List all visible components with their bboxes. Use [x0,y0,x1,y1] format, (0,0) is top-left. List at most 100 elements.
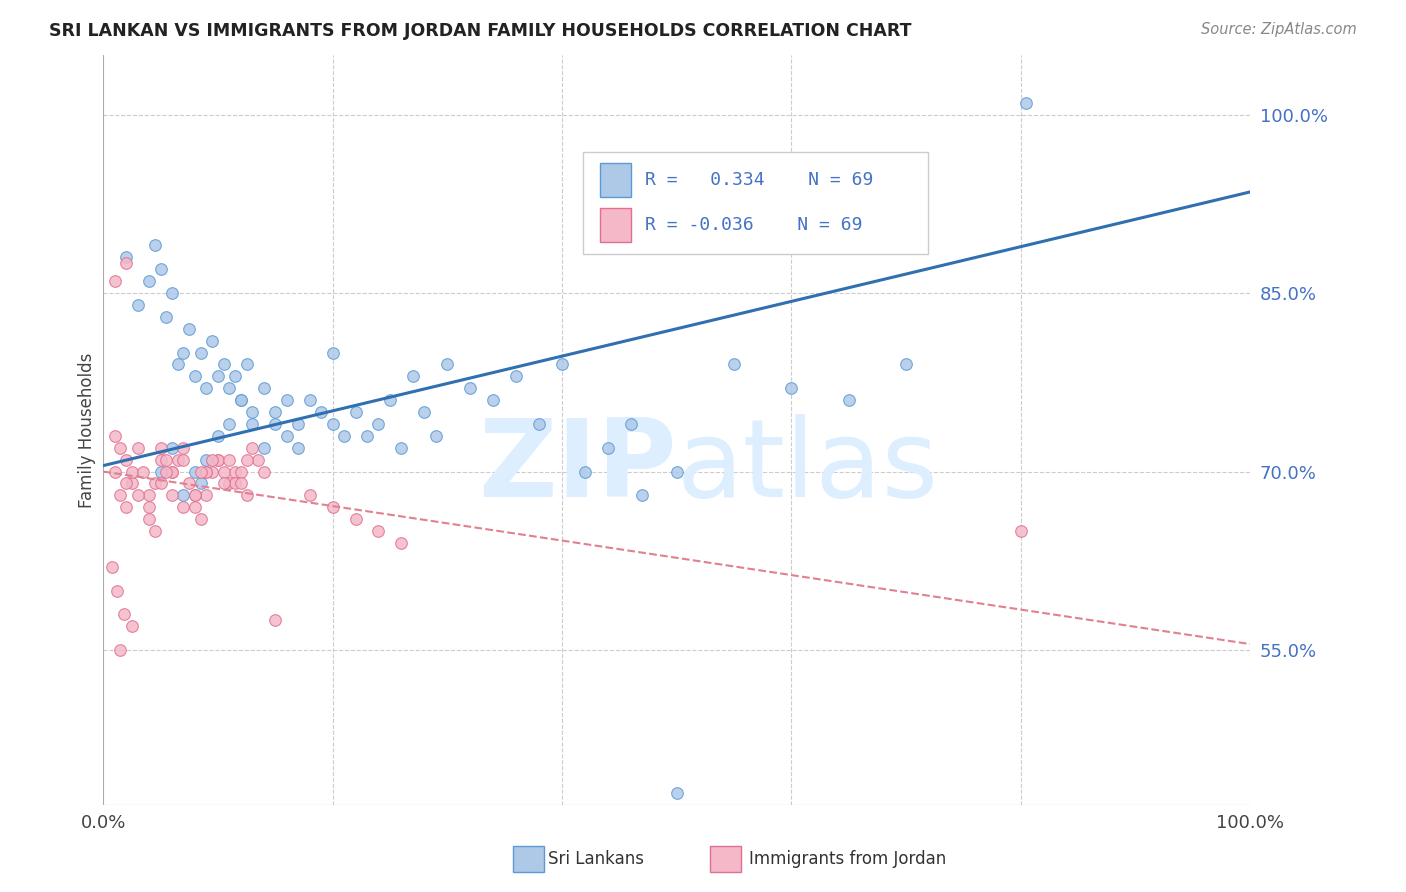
Point [229,476,252,491]
Point [229,465,252,479]
Point [104,429,127,443]
Point [190,476,212,491]
Point [173,488,195,502]
Point [389,536,412,550]
Point [138,274,160,288]
Point [149,262,172,277]
Point [110,441,132,455]
Point [235,452,257,467]
Text: Sri Lankans: Sri Lankans [548,850,644,868]
Point [505,369,527,384]
Point [195,488,218,502]
Point [184,488,207,502]
Point [229,393,252,408]
Point [104,274,127,288]
Point [207,369,229,384]
Point [201,465,224,479]
Point [389,441,412,455]
Point [121,465,143,479]
Point [574,465,596,479]
Point [356,429,378,443]
Point [184,500,207,515]
Point [224,476,246,491]
Point [201,452,224,467]
Point [322,417,344,431]
Point [138,512,160,526]
Point [780,381,803,395]
Point [218,381,240,395]
Point [224,465,246,479]
Point [160,488,183,502]
Point [160,465,183,479]
Point [425,429,447,443]
Point [298,393,321,408]
Y-axis label: Family Households: Family Households [79,352,96,508]
Point [212,358,235,372]
Point [195,465,218,479]
Point [264,405,287,419]
Point [149,476,172,491]
Point [247,452,270,467]
Point [212,476,235,491]
Point [149,441,172,455]
Point [287,441,309,455]
Point [127,298,149,312]
Point [240,405,263,419]
Point [201,334,224,348]
Point [218,476,240,491]
Point [132,465,155,479]
Point [551,358,574,372]
Text: ZIP: ZIP [478,415,676,520]
Point [149,452,172,467]
Point [596,441,619,455]
Point [207,452,229,467]
Point [276,429,298,443]
Point [115,452,138,467]
Point [253,441,276,455]
Point [378,393,401,408]
Point [179,476,201,491]
Point [322,500,344,515]
Point [402,369,425,384]
Text: Immigrants from Jordan: Immigrants from Jordan [749,850,946,868]
Point [276,393,298,408]
Point [105,583,128,598]
Point [115,251,138,265]
Point [631,488,654,502]
Point [1015,95,1038,110]
Point [115,476,138,491]
Point [240,441,263,455]
Point [322,345,344,359]
Point [620,417,643,431]
Point [298,488,321,502]
Point [173,441,195,455]
Point [235,488,257,502]
Point [436,358,458,372]
Point [112,607,135,622]
Point [482,393,505,408]
Point [229,393,252,408]
Text: R = -0.036    N = 69: R = -0.036 N = 69 [645,216,863,234]
Point [184,465,207,479]
Point [127,441,149,455]
Text: atlas: atlas [676,415,939,520]
Point [138,500,160,515]
Point [173,452,195,467]
Point [207,452,229,467]
Point [458,381,481,395]
Text: Source: ZipAtlas.com: Source: ZipAtlas.com [1201,22,1357,37]
Point [235,358,257,372]
Point [155,310,177,324]
Point [1010,524,1032,538]
Point [333,429,356,443]
Point [367,417,389,431]
Point [287,417,309,431]
Point [195,381,218,395]
Point [173,500,195,515]
Point [104,465,127,479]
Point [149,465,172,479]
Point [184,488,207,502]
Point [665,786,688,800]
Point [190,512,212,526]
Point [143,524,166,538]
